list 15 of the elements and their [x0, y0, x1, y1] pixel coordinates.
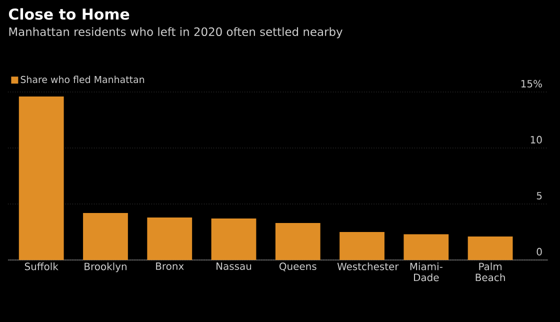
- x-tick-label: Palm Beach: [476, 262, 505, 282]
- x-tick-label: Nassau: [216, 262, 252, 270]
- chart-title: Close to Home: [8, 8, 130, 20]
- x-tick-label: Miami-Dade: [410, 262, 442, 282]
- x-tick-label: Queens: [279, 262, 316, 272]
- chart-subtitle: Manhattan residents who left in 2020 often settled nearby: [9, 27, 342, 38]
- x-tick-label: Brooklyn: [84, 262, 126, 272]
- y-tick-label: 15%: [521, 80, 542, 88]
- y-tick-label: 5: [536, 192, 542, 200]
- legend-label: Share who fled Manhattan: [20, 76, 144, 84]
- x-tick-label: Suffolk: [24, 262, 58, 270]
- y-tick-label: 10: [530, 136, 542, 144]
- y-tick-label: 0: [536, 248, 542, 256]
- x-tick-label: Westchester: [337, 262, 399, 270]
- x-tick-label: Bronx: [156, 262, 184, 270]
